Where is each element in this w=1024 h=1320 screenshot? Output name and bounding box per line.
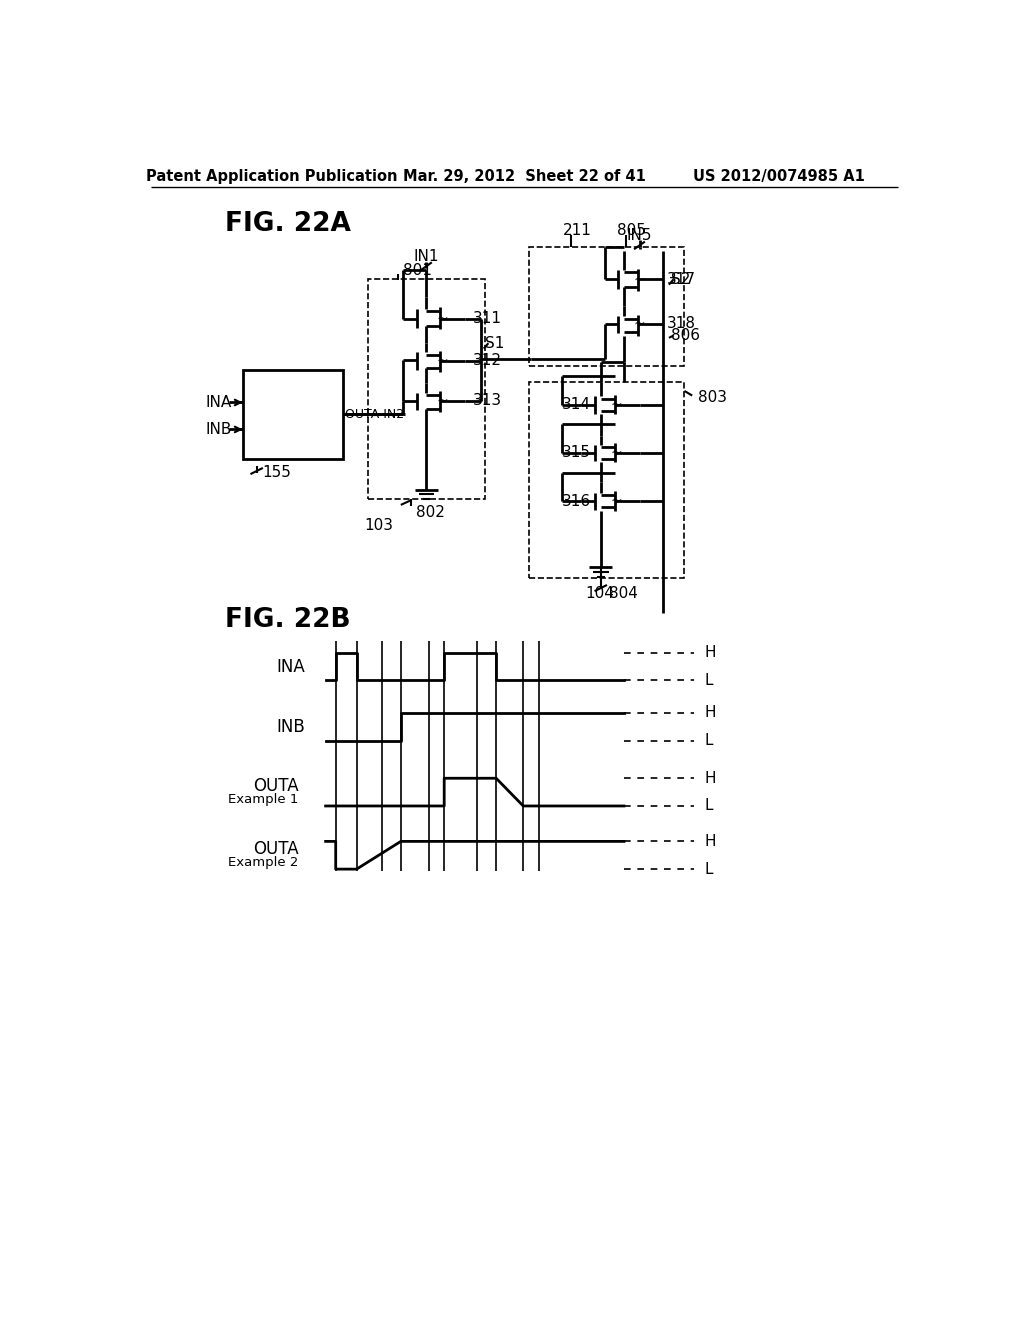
Text: S1: S1 <box>484 335 504 351</box>
Text: L: L <box>705 799 713 813</box>
Text: IN1: IN1 <box>414 249 439 264</box>
Text: L: L <box>705 862 713 876</box>
Text: L: L <box>705 673 713 688</box>
Text: Patent Application Publication: Patent Application Publication <box>145 169 397 183</box>
Text: ~: ~ <box>610 397 622 412</box>
Text: ~: ~ <box>436 393 447 408</box>
Text: FIG. 22A: FIG. 22A <box>225 211 351 236</box>
Text: ~: ~ <box>634 317 645 331</box>
Text: 103: 103 <box>365 519 393 533</box>
Bar <box>243 370 343 459</box>
Text: ~: ~ <box>610 446 622 459</box>
Text: OUTA: OUTA <box>253 840 299 858</box>
Text: US 2012/0074985 A1: US 2012/0074985 A1 <box>693 169 865 183</box>
Text: 316: 316 <box>562 494 591 508</box>
Text: 311: 311 <box>473 312 502 326</box>
Text: Mar. 29, 2012  Sheet 22 of 41: Mar. 29, 2012 Sheet 22 of 41 <box>403 169 646 183</box>
Text: S2: S2 <box>671 272 690 286</box>
Text: Example 1: Example 1 <box>228 792 299 805</box>
Text: 803: 803 <box>698 389 727 405</box>
Text: FIG. 22B: FIG. 22B <box>225 607 350 634</box>
Text: 155: 155 <box>262 465 291 480</box>
Text: 315: 315 <box>562 445 591 461</box>
Text: L: L <box>705 733 713 748</box>
Text: INB: INB <box>275 718 305 735</box>
Text: 801: 801 <box>403 263 432 277</box>
Text: INB: INB <box>206 422 231 437</box>
Text: IN5: IN5 <box>627 228 652 243</box>
Text: ~: ~ <box>610 494 622 508</box>
Text: 312: 312 <box>473 354 502 368</box>
Bar <box>529 381 684 578</box>
Text: 805: 805 <box>617 223 646 238</box>
Text: H: H <box>705 834 716 849</box>
Text: ~: ~ <box>436 312 447 326</box>
Text: H: H <box>705 705 716 721</box>
Text: 104: 104 <box>586 586 614 601</box>
Text: INA: INA <box>275 657 305 676</box>
Bar <box>529 247 684 367</box>
Text: 804: 804 <box>608 586 637 601</box>
Text: 211: 211 <box>563 223 592 238</box>
Text: 313: 313 <box>473 393 502 408</box>
Text: OUTA IN2: OUTA IN2 <box>345 408 404 421</box>
Text: OUTA: OUTA <box>253 777 299 795</box>
Text: H: H <box>705 771 716 785</box>
Text: Example 2: Example 2 <box>228 855 299 869</box>
Text: H: H <box>705 645 716 660</box>
Text: 318: 318 <box>667 317 695 331</box>
Text: 806: 806 <box>671 327 699 343</box>
Text: ~: ~ <box>436 354 447 368</box>
Bar <box>369 280 484 499</box>
Text: ~: ~ <box>634 272 645 286</box>
Text: 802: 802 <box>416 506 444 520</box>
Text: INA: INA <box>206 395 231 411</box>
Text: 314: 314 <box>562 397 591 412</box>
Text: 317: 317 <box>667 272 695 286</box>
